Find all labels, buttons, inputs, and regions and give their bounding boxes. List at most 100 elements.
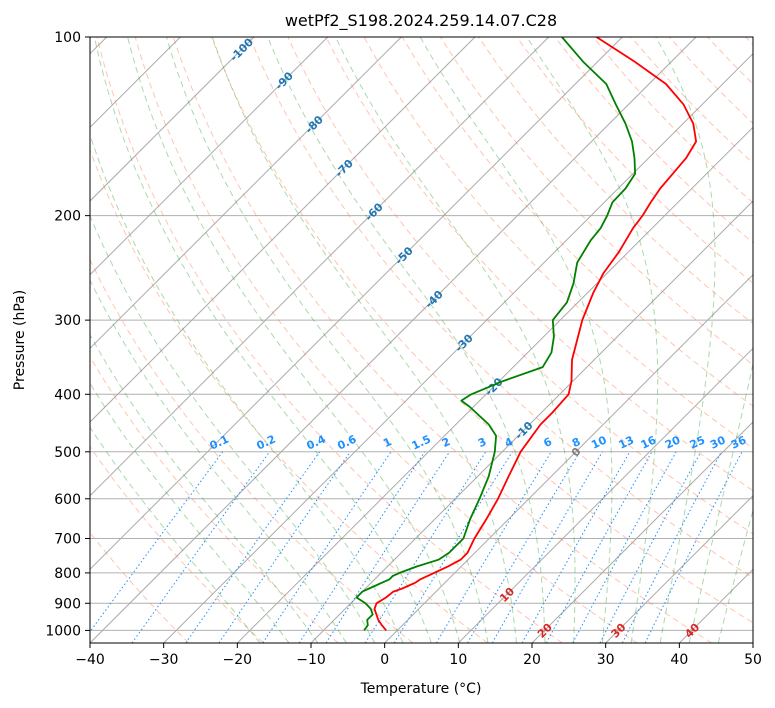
moist-adiabat-line	[90, 279, 347, 643]
isotherm-line	[90, 37, 255, 202]
moist-adiabat-line	[90, 382, 290, 643]
isobar-gridlines	[90, 37, 753, 631]
moist-adiabat-line	[90, 214, 376, 643]
moist-adiabat-line	[211, 37, 517, 643]
mixing-ratio-label: 13	[617, 433, 636, 451]
dry-adiabat-line	[172, 37, 712, 643]
y-tick-label: 600	[54, 492, 81, 508]
chart-title: wetPf2_S198.2024.259.14.07.C28	[285, 11, 557, 31]
isotherm-line	[90, 37, 623, 571]
y-tick-label: 1000	[45, 623, 81, 639]
x-axis-label: Temperature (°C)	[360, 681, 482, 697]
mixing-ratio-label: 16	[639, 433, 659, 451]
isotherm-line	[90, 37, 476, 423]
moist-adiabat-line	[419, 37, 613, 643]
mixing-ratio-lines	[90, 451, 743, 643]
plot-frame	[89, 36, 754, 644]
y-axis-ticks: 100 200 300 400 500 600 700 800 900 1000	[45, 30, 90, 639]
isotherm-line	[90, 37, 550, 497]
dry-adiabat-line	[325, 37, 753, 492]
x-tick-label: 50	[744, 652, 762, 668]
x-tick-label: −20	[223, 652, 253, 668]
y-tick-label: 700	[54, 532, 81, 548]
moist-adiabat-line	[688, 361, 753, 643]
mixing-ratio-line	[218, 451, 351, 643]
mixing-ratio-line	[572, 451, 677, 643]
dry-adiabat-line	[96, 37, 563, 643]
mixing-ratio-line	[521, 451, 631, 643]
moist-adiabat-lines	[90, 37, 753, 643]
mixing-ratio-line	[131, 451, 271, 643]
moist-adiabat-line	[165, 37, 489, 643]
mixing-ratio-line	[435, 451, 552, 643]
isotherm-line	[90, 37, 329, 276]
dry-adiabat-line	[287, 37, 753, 535]
moist-adiabat-line	[267, 37, 546, 643]
x-tick-label: −10	[296, 652, 326, 668]
moist-adiabat-line	[335, 37, 576, 643]
dry-adiabat-line	[90, 258, 414, 643]
y-tick-label: 200	[54, 209, 81, 225]
mixing-ratio-label: 20	[663, 433, 683, 451]
dry-adiabat-line	[249, 37, 753, 579]
mixing-ratio-label: 25	[688, 433, 707, 451]
isotherm-line	[384, 273, 753, 643]
isotherm-gridlines	[90, 37, 753, 643]
isotherm-line	[457, 347, 753, 643]
mixing-ratio-label: 10	[589, 433, 609, 451]
dry-adiabat-line	[90, 355, 339, 643]
dry-adiabat-line	[134, 37, 638, 643]
mixing-ratio-line	[325, 451, 451, 643]
dry-adiabat-lines	[90, 37, 753, 643]
x-tick-label: 30	[597, 652, 615, 668]
y-tick-label: 900	[54, 596, 81, 612]
isotherm-line	[605, 494, 753, 643]
dry-adiabat-line	[516, 37, 753, 284]
isotherm-line	[90, 37, 697, 643]
isotherm-line	[163, 52, 753, 643]
moist-adiabat-line	[717, 508, 753, 643]
mixing-ratio-line	[262, 451, 392, 643]
mixing-ratio-line	[90, 451, 224, 633]
mixing-ratio-line	[185, 451, 321, 643]
sounding-series	[355, 37, 697, 631]
mixing-ratio-line	[298, 451, 426, 643]
moist-adiabat-line	[655, 37, 716, 643]
y-tick-label: 800	[54, 566, 81, 582]
mixing-ratio-line	[599, 451, 702, 643]
isotherm-line	[531, 421, 753, 643]
dewpoint-profile-line	[355, 37, 636, 631]
moist-adiabat-line	[526, 37, 659, 643]
moist-adiabat-line	[90, 426, 261, 643]
mixing-ratio-line	[644, 451, 743, 643]
mixing-ratio-label: 36	[729, 433, 749, 451]
x-tick-label: 0	[380, 652, 389, 668]
moist-adiabat-line	[93, 37, 432, 643]
isotherm-line	[90, 37, 402, 350]
y-tick-label: 400	[54, 387, 81, 403]
y-axis-label: Pressure (hPa)	[12, 290, 28, 390]
x-tick-label: 10	[449, 652, 467, 668]
y-tick-label: 300	[54, 313, 81, 329]
x-tick-label: 20	[523, 652, 541, 668]
x-tick-label: 40	[670, 652, 688, 668]
temperature-profile-line	[373, 37, 697, 631]
isotherm-line	[236, 126, 753, 643]
dry-adiabat-line	[90, 445, 264, 643]
mixing-ratio-line	[545, 451, 653, 643]
moist-adiabat-line	[90, 133, 404, 643]
y-tick-label: 100	[54, 30, 81, 46]
moist-adiabat-line	[127, 37, 461, 643]
moist-adiabat-line	[90, 333, 319, 643]
x-tick-label: −40	[75, 652, 105, 668]
mixing-ratio-line	[364, 451, 487, 643]
y-tick-label: 500	[54, 445, 81, 461]
dry-adiabat-line	[211, 37, 753, 624]
x-axis-ticks: −40 −30 −20 −10 0 10 20 30 40 50	[75, 643, 762, 668]
x-tick-label: −30	[149, 652, 179, 668]
isotherm-line	[310, 200, 753, 643]
mixing-ratio-label: 30	[708, 433, 728, 451]
